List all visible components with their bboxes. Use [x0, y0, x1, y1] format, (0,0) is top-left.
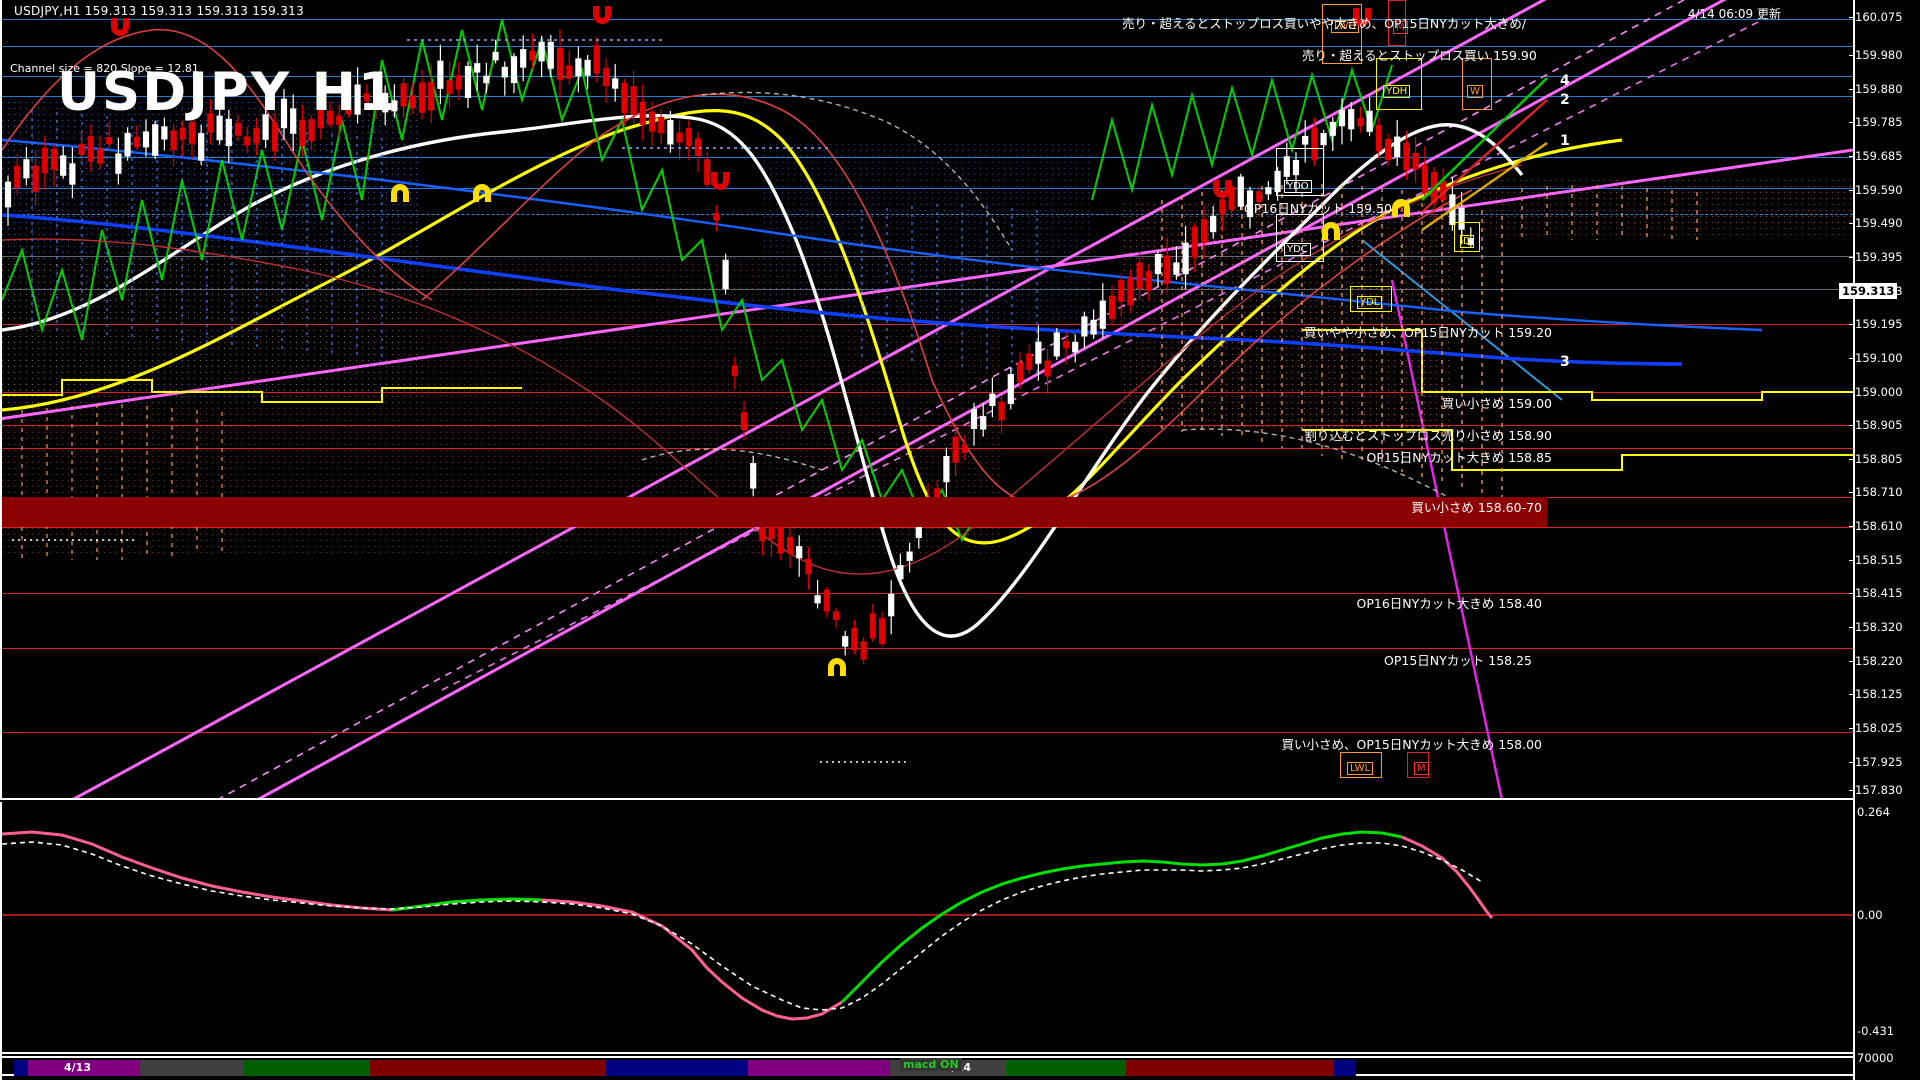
level-annotation: OP16日NYカット 159.50 — [1244, 201, 1392, 216]
level-annotation: 買いやや小さめ、OP15日NYカット 159.20 — [1304, 325, 1552, 340]
current-price-badge: 159.313 — [1839, 283, 1898, 299]
session-block — [370, 1060, 606, 1076]
price-tick: 158.710 — [1849, 485, 1903, 499]
price-tick: 158.220 — [1849, 654, 1903, 668]
period-box-outline — [1276, 148, 1324, 196]
period-label-ydh: YDH — [1383, 85, 1411, 98]
level-line-blue — [2, 19, 1853, 20]
session-block — [1334, 1060, 1356, 1076]
channel-number: 2 — [1560, 92, 1570, 108]
period-label-lwh: LWH — [1331, 20, 1360, 33]
period-label-ydo: YDO — [1284, 180, 1312, 193]
channel-number: 3 — [1560, 354, 1570, 370]
price-tick: 159.590 — [1849, 183, 1903, 197]
period-box-outline — [1376, 58, 1422, 110]
pane-gap — [0, 800, 1853, 802]
price-tick: 159.195 — [1849, 317, 1903, 331]
macd-graphics — [2, 830, 1853, 1021]
price-tick: 159.490 — [1849, 216, 1903, 230]
price-tick: 158.905 — [1849, 418, 1903, 432]
period-box-outline — [1462, 58, 1492, 110]
macd-tick: -0.431 — [1857, 1024, 1895, 1038]
macd-tick: 0.264 — [1857, 805, 1890, 819]
price-tick: 158.415 — [1849, 586, 1903, 600]
price-axis-scale[interactable]: 160.075 159.980 159.880 159.785 159.685 159.5… — [1849, 0, 1920, 800]
macd-zero-tick: 0.00 — [1857, 908, 1883, 922]
channel-info-text: Channel size = 820 Slope = 12.81 — [10, 62, 199, 75]
price-tick: 158.805 — [1849, 452, 1903, 466]
price-tick: 158.320 — [1849, 620, 1903, 634]
price-tick: 159.000 — [1849, 385, 1903, 399]
level-line-blue — [2, 96, 1853, 97]
level-line-blue — [2, 46, 1853, 47]
period-label-d: D — [1460, 235, 1474, 248]
window-left-border — [0, 0, 2, 1080]
macd-status-badge: macd ON — [900, 1058, 962, 1071]
pane-separator-top — [0, 798, 1853, 800]
level-annotation: 割り込むとストップロス売り小さめ 158.90 — [1304, 428, 1552, 443]
period-label-ydc: YDC — [1284, 243, 1311, 256]
channel-number: 1 — [1560, 133, 1570, 149]
period-label-ydl: YDL — [1357, 296, 1383, 309]
macd-indicator-pane[interactable]: H1 macd (12) — [2, 802, 1853, 1052]
session-block — [748, 1060, 890, 1076]
level-annotation: OP15日NYカット 158.25 — [1384, 653, 1532, 668]
level-line-red — [2, 593, 1853, 594]
price-tick: 157.925 — [1849, 755, 1903, 769]
chart-watermark: USDJPY H1 — [57, 62, 397, 123]
update-timestamp: 4/14 06:09 更新 — [1687, 7, 1781, 21]
macd-tick: 70000 — [1857, 1051, 1894, 1065]
price-tick: 158.610 — [1849, 519, 1903, 533]
macd-axis-scale[interactable]: 0.264 0.00 -0.431 70000 — [1855, 802, 1920, 1065]
level-annotation: 買い小さめ 158.60-70 — [1411, 500, 1542, 515]
period-box-outline — [1454, 222, 1480, 252]
period-label-w: W — [1467, 85, 1483, 98]
price-tick: 160.075 — [1849, 10, 1903, 24]
period-box-outline — [1388, 0, 1406, 46]
price-tick: 158.125 — [1849, 687, 1903, 701]
level-line-red — [2, 732, 1853, 733]
period-box-outline — [1322, 4, 1362, 64]
period-box-outline — [1340, 752, 1382, 778]
session-block — [606, 1060, 748, 1076]
level-annotation: 売り・超えるとストップロス買い 159.90 — [1302, 48, 1537, 63]
level-annotation: 買い小さめ、OP15日NYカット大きめ 158.00 — [1281, 737, 1542, 752]
period-label-lwl: LWL — [1347, 762, 1374, 775]
level-annotation: OP15日NYカット大きめ 158.85 — [1366, 450, 1552, 465]
price-zone-band — [2, 497, 1547, 527]
price-tick: 157.830 — [1849, 783, 1903, 797]
period-label-m: M — [1393, 21, 1408, 34]
symbol-ohlc-header: USDJPY,H1 159.313 159.313 159.313 159.31… — [14, 4, 305, 18]
price-tick: 158.515 — [1849, 553, 1903, 567]
window-right-border — [1853, 0, 1855, 1080]
price-chart-pane[interactable]: LWH M YDH W YDO YDC D YDL LWL M 4 2 1 3 売り・超えるとストップロ… — [2, 0, 1853, 800]
session-block — [28, 1060, 140, 1076]
session-block — [1126, 1060, 1334, 1076]
price-tick: 159.785 — [1849, 115, 1903, 129]
session-block — [14, 1060, 28, 1076]
price-tick: 159.980 — [1849, 48, 1903, 62]
level-annotation: OP16日NYカット大きめ 158.40 — [1356, 596, 1542, 611]
period-label-m: M — [1414, 762, 1429, 775]
channel-number: 4 — [1560, 73, 1570, 89]
level-line-red — [2, 648, 1853, 649]
price-tick: 159.395 — [1849, 250, 1903, 264]
level-annotation: 売り・超えるとストップロス買いやや大きめ、OP15日NYカット大きめ/ — [1122, 16, 1527, 31]
price-tick: 159.685 — [1849, 149, 1903, 163]
session-block — [1006, 1060, 1126, 1076]
level-annotation: 買い小さめ 159.00 — [1441, 396, 1552, 411]
level-line-blue — [2, 76, 1853, 77]
session-block — [244, 1060, 370, 1076]
price-tick: 158.025 — [1849, 721, 1903, 735]
session-block — [140, 1060, 244, 1076]
price-tick: 159.100 — [1849, 351, 1903, 365]
date-label: 4/13 — [64, 1061, 91, 1074]
price-tick: 159.880 — [1849, 82, 1903, 96]
pane-separator-bottom — [0, 1052, 1853, 1054]
period-box-outline — [1350, 286, 1392, 312]
